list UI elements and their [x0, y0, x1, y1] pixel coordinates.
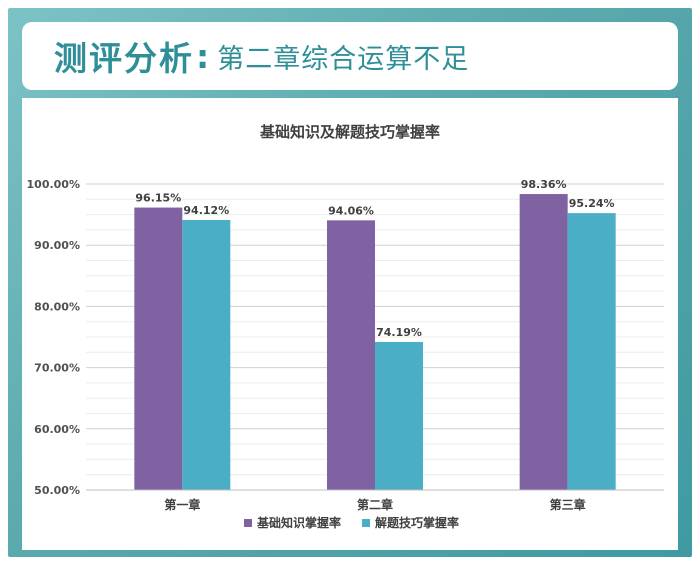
bar-chart: 基础知识及解题技巧掌握率 50.00% 60.00% 70.00% 80.00% 90.…: [27, 123, 664, 530]
y-tick-label: 60.00%: [34, 423, 80, 436]
x-tick-label: 第一章: [164, 497, 200, 512]
y-axis: 50.00% 60.00% 70.00% 80.00% 90.00% 100.00%: [27, 178, 80, 497]
bar: [182, 219, 231, 490]
data-label: 74.19%: [376, 326, 422, 339]
x-tick-label: 第二章: [357, 497, 393, 512]
data-label: 95.24%: [569, 197, 615, 210]
legend-swatch: [244, 519, 252, 527]
legend-label: 解题技巧掌握率: [375, 515, 459, 530]
data-label: 98.36%: [521, 178, 567, 191]
bar-series: 96.15%94.12% 94.06% 74.19% 98.36%95.24%: [134, 178, 616, 491]
x-axis: 第一章 第二章 第三章: [86, 489, 664, 512]
chart-legend: 基础知识掌握率 解题技巧掌握率: [244, 515, 459, 530]
page-title: 测评分析: [54, 39, 194, 78]
bar: [327, 220, 375, 491]
header-bar: 测评分析 : 第二章综合运算不足: [22, 22, 678, 90]
legend-swatch: [362, 519, 370, 527]
bar: [134, 207, 183, 490]
legend-label: 基础知识掌握率: [256, 515, 341, 530]
chart-title: 基础知识及解题技巧掌握率: [259, 123, 440, 141]
title-colon: :: [196, 36, 210, 76]
y-tick-label: 100.00%: [27, 178, 80, 191]
data-label: 94.06%: [328, 204, 374, 217]
y-tick-label: 70.00%: [34, 362, 80, 375]
data-label: 94.12%: [183, 204, 229, 217]
y-tick-label: 50.00%: [34, 484, 80, 497]
bar: [519, 194, 568, 490]
y-tick-label: 90.00%: [34, 239, 80, 252]
data-label: 96.15%: [135, 192, 181, 205]
x-tick-label: 第三章: [550, 497, 586, 512]
page-subtitle: 第二章综合运算不足: [217, 43, 470, 75]
y-tick-label: 80.00%: [34, 300, 80, 313]
bar: [567, 213, 616, 490]
bar: [375, 341, 423, 490]
chart-panel: 基础知识及解题技巧掌握率 50.00% 60.00% 70.00% 80.00% 90.…: [22, 98, 678, 550]
